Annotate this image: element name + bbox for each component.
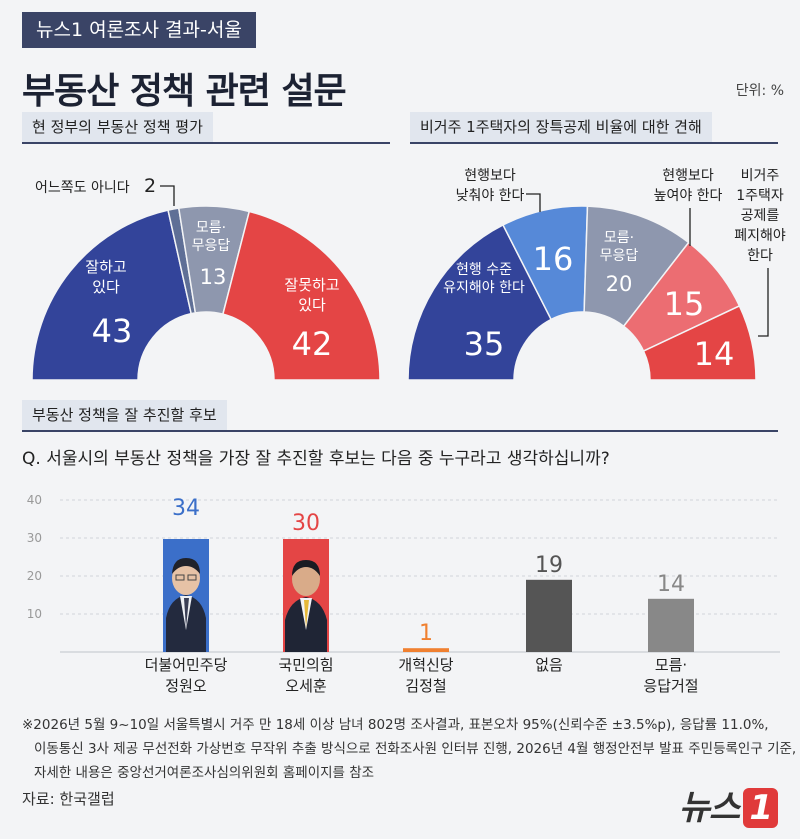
slice-value-bad: 42 — [292, 325, 333, 363]
leader-abolish — [758, 268, 769, 337]
bar-chart-candidates: 10 20 30 40 34 30 1 19 14 — [27, 493, 780, 653]
logo-number: 1 — [743, 788, 778, 828]
source-label: 자료: 한국갤럽 — [22, 790, 115, 808]
donut-slice-0 — [407, 223, 553, 381]
y-tick-label-10: 10 — [27, 607, 42, 621]
bar-4 — [648, 598, 694, 652]
survey-question: Q. 서울시의 부동산 정책을 가장 잘 추진할 후보는 다음 중 누구라고 생… — [22, 449, 610, 469]
slice-value-keep: 35 — [464, 325, 505, 363]
candidate-name-4: 응답거절 — [643, 677, 699, 695]
slice-label-keep-line2: 유지해야 한다 — [443, 280, 525, 296]
leader-neither — [160, 185, 175, 206]
logo-text: 뉴스 — [678, 788, 741, 828]
slice-value-neither: 2 — [144, 175, 156, 197]
bar-value-label-1: 30 — [292, 511, 320, 536]
slice-label-keep-line1: 현행 수준 — [456, 262, 512, 278]
slice-label-bad-line2: 있다 — [298, 296, 326, 314]
survey-tag: 뉴스1 여론조사 결과-서울 — [22, 12, 256, 48]
slice-value-dk2: 20 — [606, 272, 633, 296]
donut-chart-deduction-view — [407, 205, 757, 381]
slice-value-lower: 16 — [533, 240, 574, 278]
slice-value-higher: 15 — [664, 285, 705, 323]
section3-underline — [22, 430, 778, 432]
slice-label-bad-line1: 잘못하고 — [284, 276, 339, 294]
slice-label-abolish-line2: 1주택자 — [736, 188, 784, 204]
bar-value-label-4: 14 — [657, 572, 685, 597]
donut-slice-0 — [31, 209, 193, 381]
unit-label: 단위: % — [735, 83, 784, 99]
slice-label-neither: 어느쪽도 아니다 — [35, 180, 130, 196]
footnote-line2: 이동통신 3사 제공 무선전화 가상번호 무작위 추출 방식으로 전화조사원 인… — [34, 741, 797, 757]
candidate-photo-oh — [283, 539, 329, 652]
slice-label-higher-line2: 높여야 한다 — [654, 188, 723, 204]
donut-charts: 잘하고 있다 43 어느쪽도 아니다 2 모름· 무응답 13 잘못하고 있다 … — [31, 168, 786, 381]
slice-label-abolish-line5: 한다 — [747, 248, 773, 264]
candidate-party-4: 모름· — [654, 656, 688, 674]
slice-label-lower-line1: 현행보다 — [464, 168, 516, 184]
y-tick-label-40: 40 — [27, 493, 42, 507]
slice-label-abolish-line3: 공제를 — [741, 208, 780, 224]
slice-label-dk2-line2: 무응답 — [600, 248, 639, 264]
candidate-label-4: 모름· 응답거절 — [611, 655, 731, 697]
candidate-name-1: 오세훈 — [285, 677, 327, 695]
candidate-party-3: 없음 — [535, 656, 563, 674]
candidate-label-3: 없음 — [489, 655, 609, 676]
slice-label-dk-line2: 무응답 — [192, 238, 231, 254]
bar-2 — [403, 648, 449, 652]
bar-value-label-2: 1 — [419, 621, 433, 646]
footnote-line1: ※2026년 5월 9~10일 서울특별시 거주 만 18세 이상 남녀 802… — [22, 717, 769, 733]
candidate-label-0: 더불어민주당 정원오 — [126, 655, 246, 697]
donut-slice-3 — [221, 210, 381, 381]
leader-lower — [526, 193, 541, 212]
section1-title: 현 정부의 부동산 정책 평가 — [22, 112, 213, 142]
slice-label-good-line1: 잘하고 — [85, 258, 126, 276]
slice-label-higher-line1: 현행보다 — [662, 168, 714, 184]
candidate-label-2: 개혁신당 김정철 — [366, 655, 486, 697]
slice-label-abolish-line4: 폐지해야 — [734, 228, 786, 244]
section2-title: 비거주 1주택자의 장특공제 비율에 대한 견해 — [410, 112, 712, 142]
slice-label-dk-line1: 모름· — [196, 220, 226, 236]
section3-title: 부동산 정책을 잘 추진할 후보 — [22, 400, 227, 430]
candidate-label-1: 국민의힘 오세훈 — [246, 655, 366, 697]
y-tick-label-30: 30 — [27, 531, 42, 545]
section2-underline — [410, 142, 778, 144]
slice-value-good: 43 — [92, 312, 133, 350]
section1-underline — [22, 142, 390, 144]
candidate-name-2: 김정철 — [405, 677, 447, 695]
bar-value-label-3: 19 — [535, 553, 563, 578]
candidate-party-0: 더불어민주당 — [144, 656, 228, 674]
slice-label-good-line2: 있다 — [92, 278, 120, 296]
slice-value-dk: 13 — [200, 265, 227, 289]
candidate-name-0: 정원오 — [165, 677, 207, 695]
news1-logo: 뉴스 1 — [679, 780, 778, 829]
slice-label-dk2-line1: 모름· — [604, 230, 634, 246]
slice-label-lower-line2: 낮춰야 한다 — [456, 188, 525, 204]
bar-3 — [526, 579, 572, 652]
candidate-party-1: 국민의힘 — [278, 656, 334, 674]
y-tick-label-20: 20 — [27, 569, 42, 583]
candidate-party-2: 개혁신당 — [398, 656, 454, 674]
donut-chart-policy-evaluation — [31, 205, 381, 381]
slice-value-abolish: 14 — [694, 335, 735, 373]
donut-slice-4 — [642, 304, 757, 381]
bar-value-label-0: 34 — [172, 496, 200, 521]
page-title: 부동산 정책 관련 설문 — [22, 71, 347, 112]
candidate-photo-jung — [163, 539, 209, 652]
slice-label-abolish-line1: 비거주 — [741, 168, 780, 184]
footnote-line3: 자세한 내용은 중앙선거여론조사심의위원회 홈페이지를 참조 — [34, 765, 375, 781]
